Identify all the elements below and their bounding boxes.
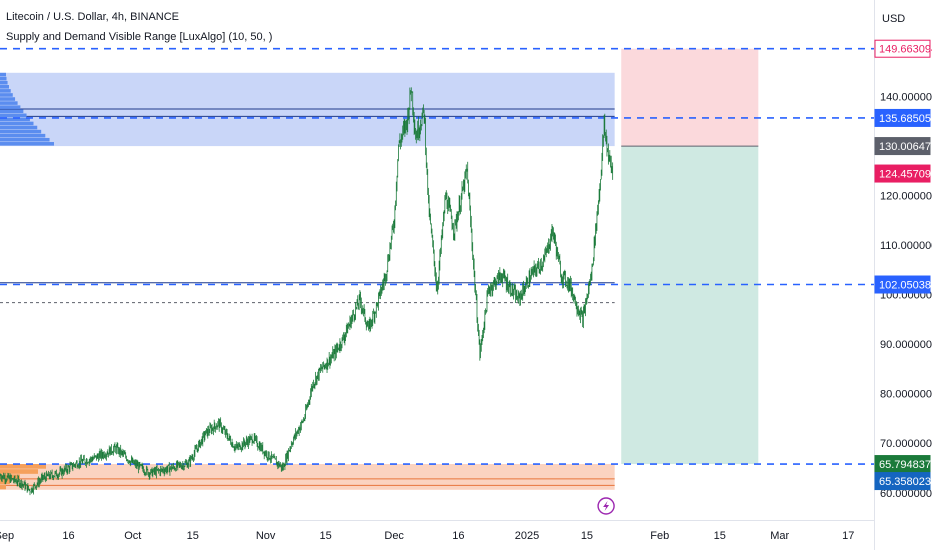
stop-zone[interactable] (621, 48, 759, 147)
x-tick-label: 15 (714, 530, 726, 542)
y-axis: 140.000000120.000000110.000000100.000000… (880, 92, 932, 500)
price-badge (874, 472, 931, 491)
supply-profile-bar (0, 89, 11, 93)
demand-zone (0, 464, 615, 490)
price-badge (874, 39, 931, 58)
x-tick-label: 15 (319, 530, 331, 542)
price-badge-label: 124.457093 (879, 169, 932, 181)
x-axis: Sep 16 Oct 15 Nov 15 Dec 16 2025 15 Feb 15 Mar 17 (0, 530, 854, 542)
price-lines-layer (0, 47, 874, 465)
x-tick-label: Nov (256, 530, 276, 542)
supply-profile-bar (0, 121, 34, 126)
price-badge (874, 275, 931, 294)
supply-profile-bar (0, 85, 9, 89)
supply-profile-bar (0, 129, 42, 134)
price-badge (874, 108, 931, 127)
demand-profile-bar (0, 469, 38, 474)
x-tick-label: 2025 (515, 530, 539, 542)
demand-profile-bar (0, 464, 46, 469)
x-tick-label: Oct (124, 530, 141, 542)
supply-profile-bar (0, 113, 27, 118)
y-tick-label: 110.000000 (880, 240, 932, 252)
price-badge (874, 137, 931, 156)
y-tick-label: 70.000000 (880, 438, 932, 450)
price-badge-label: 102.050386 (879, 280, 932, 292)
supply-profile-bar (0, 105, 21, 109)
supply-profile-bar (0, 125, 38, 130)
y-tick-label: 60.000000 (880, 488, 932, 500)
x-tick-label: 16 (452, 530, 464, 542)
supply-profile-bar (0, 76, 7, 81)
currency-button[interactable]: USD (876, 6, 926, 30)
price-badge-label: 149.663094 (879, 44, 932, 56)
zones-layer (0, 48, 759, 490)
y-tick-label: 120.000000 (880, 191, 932, 203)
price-badge-label: 135.685051 (879, 113, 932, 125)
supply-profile-bar (0, 133, 46, 138)
x-tick-label: Sep (0, 530, 14, 542)
y-tick-label: 90.000000 (880, 339, 932, 351)
event-marker-layer (597, 497, 615, 515)
supply-profile-bar (0, 93, 13, 97)
supply-profile-bar (0, 117, 30, 122)
price-badge (874, 164, 931, 183)
x-tick-label: Feb (650, 530, 669, 542)
x-tick-label: 15 (187, 530, 199, 542)
price-badge-label: 65.358023 (879, 476, 931, 488)
lightning-glyph (603, 501, 610, 511)
currency-label: USD (882, 13, 905, 25)
indicator-title: Supply and Demand Visible Range [LuxAlgo… (6, 31, 272, 43)
x-tick-label: 16 (62, 530, 74, 542)
x-tick-label: 15 (581, 530, 593, 542)
candles-layer (0, 87, 614, 496)
supply-profile-bar (0, 101, 18, 105)
supply-profile-bar (0, 137, 50, 142)
supply-profile-bar (0, 72, 6, 77)
supply-profile-bar (0, 109, 24, 114)
demand-profile-bar (0, 484, 6, 490)
y-tick-label: 80.000000 (880, 389, 932, 401)
supply-profile-bar (0, 97, 16, 101)
price-badges: 149.663094 135.685051 130.006472 124.457093… (874, 39, 932, 491)
price-badge-label: 130.006472 (879, 141, 932, 153)
x-tick-label: Dec (384, 530, 404, 542)
supply-profile-bar (0, 142, 54, 146)
price-badge-label: 65.794837 (879, 459, 931, 471)
supply-profile-bar (0, 80, 8, 85)
y-tick-label: 140.000000 (880, 92, 932, 104)
target-zone[interactable] (621, 146, 759, 465)
x-tick-label: 17 (842, 530, 854, 542)
x-tick-label: Mar (770, 530, 789, 542)
symbol-title: Litecoin / U.S. Dollar, 4h, BINANCE (6, 11, 179, 23)
